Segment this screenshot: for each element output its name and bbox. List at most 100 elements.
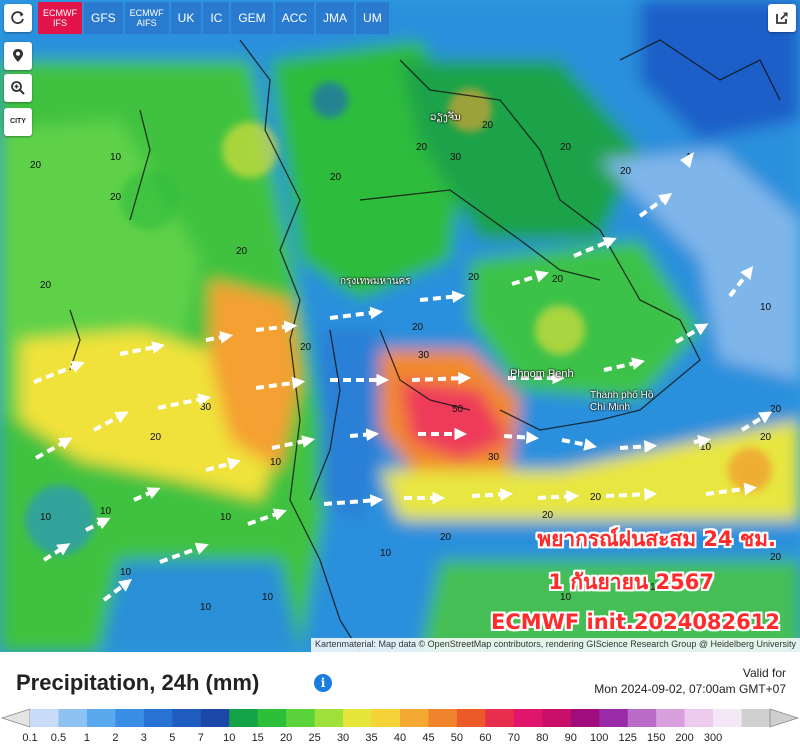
scale-swatch	[713, 709, 743, 727]
svg-text:10: 10	[100, 506, 112, 517]
svg-text:20: 20	[236, 246, 248, 257]
scale-swatch	[58, 709, 88, 727]
svg-text:30: 30	[200, 402, 212, 413]
scale-swatch	[30, 709, 59, 727]
scale-tick-label: 300	[703, 732, 723, 744]
tab-uk[interactable]: UK	[170, 2, 202, 34]
scale-swatch	[684, 709, 714, 727]
scale-tick-label: 7	[197, 732, 204, 744]
city-label-phnom-penh: Phnom Penh	[510, 368, 574, 380]
scale-swatch	[343, 709, 373, 727]
scale-tick-label: 5	[169, 732, 176, 744]
model-tabs: ECMWF IFS GFS ECMWF AIFS UK IC GEM ACC J…	[38, 2, 389, 34]
svg-text:10: 10	[262, 592, 274, 603]
svg-text:20: 20	[620, 166, 632, 177]
svg-text:20: 20	[542, 510, 554, 521]
forecast-caption-date: 1 กันยายน 2567	[548, 570, 714, 594]
svg-text:20: 20	[30, 160, 42, 171]
scale-tick-label: 50	[450, 732, 464, 744]
scale-swatch	[371, 709, 401, 727]
scale-tick-label: 125	[618, 732, 637, 744]
zoom-button[interactable]	[4, 74, 32, 102]
scale-swatch	[656, 709, 686, 727]
city-label-ho-chi-minh: Thành phố Hồ Chí Minh	[590, 390, 654, 413]
svg-text:10: 10	[220, 512, 232, 523]
tab-ecmwf-ifs[interactable]: ECMWF IFS	[38, 2, 82, 34]
refresh-icon	[11, 11, 24, 25]
svg-text:10: 10	[700, 442, 712, 453]
scale-swatch	[741, 709, 771, 727]
scale-swatch	[86, 709, 116, 727]
scale-swatch	[200, 709, 230, 727]
svg-text:20: 20	[770, 404, 782, 415]
color-scale-bar	[0, 708, 800, 728]
scale-tick-label: 10	[223, 732, 236, 744]
location-pin-icon	[13, 49, 23, 62]
tab-ic[interactable]: IC	[203, 2, 230, 34]
forecast-caption-title: พยากรณ์ฝนสะสม 24 ชม.	[537, 527, 776, 551]
svg-text:10: 10	[760, 302, 772, 313]
scale-min-arrow	[0, 708, 31, 728]
svg-text:30: 30	[488, 452, 500, 463]
tab-acc[interactable]: ACC	[274, 2, 315, 34]
scale-swatch	[172, 709, 202, 727]
tab-gem[interactable]: GEM	[231, 2, 273, 34]
scale-swatch	[513, 709, 543, 727]
refresh-button[interactable]	[4, 4, 32, 32]
scale-tick-label: 60	[479, 732, 492, 744]
info-icon[interactable]: i	[314, 674, 332, 692]
svg-text:20: 20	[110, 192, 122, 203]
svg-text:20: 20	[482, 120, 494, 131]
location-button[interactable]	[4, 42, 32, 70]
svg-text:10: 10	[40, 512, 52, 523]
svg-text:10: 10	[560, 592, 572, 603]
tab-jma[interactable]: JMA	[316, 2, 355, 34]
scale-tick-label: 0.5	[50, 732, 67, 744]
scale-tick-label: 150	[646, 732, 666, 744]
tab-gfs[interactable]: GFS	[84, 2, 123, 34]
legend-panel: Precipitation, 24h (mm) i Valid for Mon …	[0, 652, 800, 748]
scale-swatch	[286, 709, 316, 727]
valid-for-label: Valid for	[742, 666, 786, 680]
svg-text:30: 30	[450, 152, 462, 163]
scale-tick-label: 200	[675, 732, 694, 744]
scale-swatch	[570, 709, 600, 727]
svg-text:10: 10	[120, 567, 132, 578]
scale-tick-label: 1	[83, 732, 90, 744]
scale-swatch	[627, 709, 657, 727]
scale-swatch	[115, 709, 145, 727]
scale-tick-label: 2	[112, 732, 119, 744]
svg-text:20: 20	[330, 172, 342, 183]
svg-text:20: 20	[590, 492, 602, 503]
scale-swatch	[143, 709, 173, 727]
scale-swatch	[400, 709, 429, 727]
scale-max-arrow	[769, 708, 800, 728]
tab-ecmwf-aifs[interactable]: ECMWF AIFS	[124, 2, 169, 34]
svg-text:20: 20	[412, 322, 424, 333]
svg-text:20: 20	[560, 142, 572, 153]
scale-swatch	[599, 709, 629, 727]
svg-text:20: 20	[440, 532, 452, 543]
share-button[interactable]	[768, 4, 796, 32]
scale-tick-label: 70	[507, 732, 520, 744]
scale-swatch	[257, 709, 287, 727]
tab-um[interactable]: UM	[356, 2, 389, 34]
scale-swatch	[456, 709, 486, 727]
scale-tick-label: 20	[280, 732, 293, 744]
svg-text:20: 20	[416, 142, 428, 153]
svg-text:20: 20	[770, 552, 782, 563]
scale-tick-label: 90	[564, 732, 577, 744]
scale-swatch	[542, 709, 572, 727]
svg-text:20: 20	[468, 272, 480, 283]
scale-swatch	[229, 709, 259, 727]
scale-tick-label: 25	[308, 732, 321, 744]
city-label-vientiane: ວຽງຈັນ	[430, 112, 461, 123]
parameter-title: Precipitation, 24h (mm)	[16, 670, 260, 695]
svg-text:30: 30	[418, 350, 430, 361]
svg-text:10: 10	[200, 602, 212, 613]
svg-text:10: 10	[380, 548, 392, 559]
svg-text:20: 20	[760, 432, 772, 443]
city-toggle-button[interactable]: CITY	[4, 108, 32, 136]
